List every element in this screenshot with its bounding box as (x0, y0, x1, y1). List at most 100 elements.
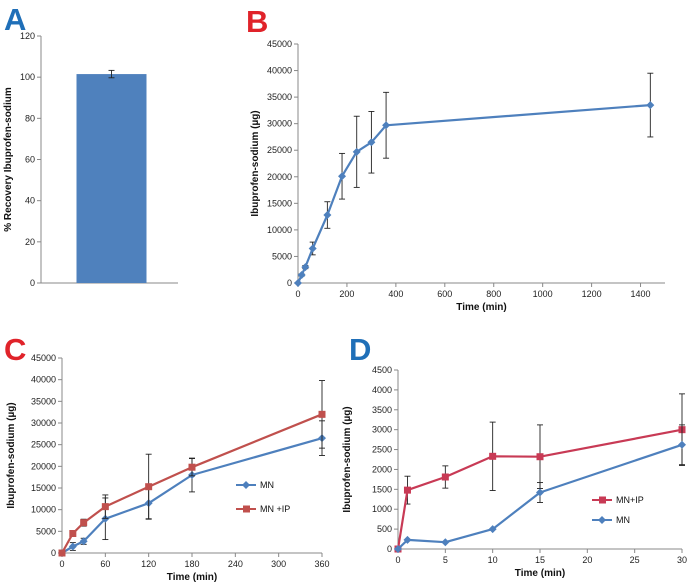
x-tick-label: 30 (677, 555, 687, 565)
y-tick-label: 40000 (267, 66, 292, 76)
x-tick-label: 25 (630, 555, 640, 565)
data-point (678, 440, 686, 449)
y-tick-label: 5000 (36, 526, 56, 536)
data-point (145, 483, 153, 491)
x-tick-label: 300 (271, 559, 286, 569)
y-tick-label: 100 (20, 72, 35, 82)
y-tick-label: 5000 (272, 251, 292, 261)
data-point (338, 172, 347, 181)
x-tick-label: 600 (437, 289, 452, 299)
y-tick-label: 35000 (31, 396, 56, 406)
panel-b: B050001000015000200002500030000350004000… (246, 4, 665, 313)
legend-label: MN +IP (260, 504, 290, 514)
y-tick-label: 15000 (31, 483, 56, 493)
y-tick-label: 2500 (372, 445, 392, 455)
y-tick-label: 10000 (31, 505, 56, 515)
data-point (318, 410, 326, 418)
y-tick-label: 20 (25, 237, 35, 247)
y-tick-label: 45000 (31, 353, 56, 363)
bar (76, 74, 147, 284)
x-tick-label: 20 (582, 555, 592, 565)
data-point (308, 244, 317, 253)
x-axis-label-c: Time (min) (167, 572, 217, 583)
x-tick-label: 1400 (631, 289, 651, 299)
y-tick-label: 25000 (31, 440, 56, 450)
x-tick-label: 5 (443, 555, 448, 565)
data-point (403, 535, 412, 544)
y-tick-label: 40000 (31, 375, 56, 385)
x-tick-label: 10 (488, 555, 498, 565)
x-tick-label: 60 (100, 559, 110, 569)
panel-c: C 0 5000 10000 15000 20000 25000 30000 35000 4000… (4, 332, 330, 583)
data-point (441, 538, 450, 547)
panel-d: D 0 500 1000 1500 2000 2500 3000 3500 4000 4500 0 5 1… (342, 332, 687, 579)
x-tick-label: 400 (388, 289, 403, 299)
series-line (297, 104, 651, 284)
y-tick-label: 500 (377, 524, 392, 534)
data-point (323, 211, 332, 220)
x-axis-label-b: Time (min) (456, 302, 506, 313)
legend-label: MN (260, 480, 274, 490)
y-tick-label: 4500 (372, 365, 392, 375)
y-tick-label: 1000 (372, 504, 392, 514)
data-point (301, 263, 310, 272)
y-axis-label-c: Ibuprofen-sodium (µg) (6, 402, 17, 508)
y-axis-label-d: Ibuprofen-sodium (µg) (342, 406, 353, 512)
x-tick-label: 0 (59, 559, 64, 569)
y-tick-label: 30000 (31, 418, 56, 428)
x-tick-label: 120 (141, 559, 156, 569)
y-tick-label: 10000 (267, 225, 292, 235)
y-tick-label: 15000 (267, 198, 292, 208)
data-point (646, 101, 655, 110)
legend-marker (242, 481, 250, 489)
y-axis-label-a: % Recovery Ibuprofen-sodium (3, 87, 14, 232)
data-point (297, 271, 306, 280)
data-point (69, 530, 77, 537)
y-tick-label: 1500 (372, 484, 392, 494)
data-point (394, 545, 402, 553)
legend-label: MN (616, 515, 630, 525)
y-tick-label: 0 (30, 278, 35, 288)
data-point (101, 503, 109, 511)
data-point (68, 542, 77, 551)
y-tick-label: 0 (51, 548, 56, 558)
y-tick-label: 35000 (267, 92, 292, 102)
y-tick-label: 25000 (267, 145, 292, 155)
data-point (382, 121, 391, 130)
data-point (536, 453, 544, 461)
x-tick-label: 0 (395, 555, 400, 565)
panel-letter-b: B (246, 4, 268, 39)
legend-label: MN+IP (616, 495, 644, 505)
y-tick-label: 3500 (372, 405, 392, 415)
y-tick-label: 2000 (372, 464, 392, 474)
series-line (61, 437, 323, 554)
data-point (294, 279, 302, 287)
data-point (367, 138, 376, 147)
panel-letter-a: A (4, 2, 26, 37)
x-tick-label: 240 (228, 559, 243, 569)
series-line (396, 428, 683, 550)
y-tick-label: 80 (25, 113, 35, 123)
x-tick-label: 0 (295, 289, 300, 299)
x-axis-label-d: Time (min) (515, 568, 565, 579)
y-tick-label: 4000 (372, 385, 392, 395)
data-point (488, 525, 497, 534)
data-point (536, 488, 544, 497)
panel-letter-c: C (4, 332, 26, 367)
data-point (352, 147, 361, 156)
x-tick-label: 1000 (533, 289, 553, 299)
x-tick-label: 800 (486, 289, 501, 299)
data-point (403, 486, 411, 494)
x-tick-label: 180 (184, 559, 199, 569)
y-tick-label: 20000 (267, 172, 292, 182)
panel-letter-d: D (349, 332, 371, 367)
y-tick-label: 0 (287, 278, 292, 288)
data-point (58, 549, 66, 557)
data-point (489, 452, 497, 460)
y-tick-label: 45000 (267, 39, 292, 49)
y-tick-label: 0 (387, 544, 392, 554)
x-tick-label: 200 (339, 289, 354, 299)
y-tick-label: 60 (25, 155, 35, 165)
data-point (79, 537, 88, 546)
